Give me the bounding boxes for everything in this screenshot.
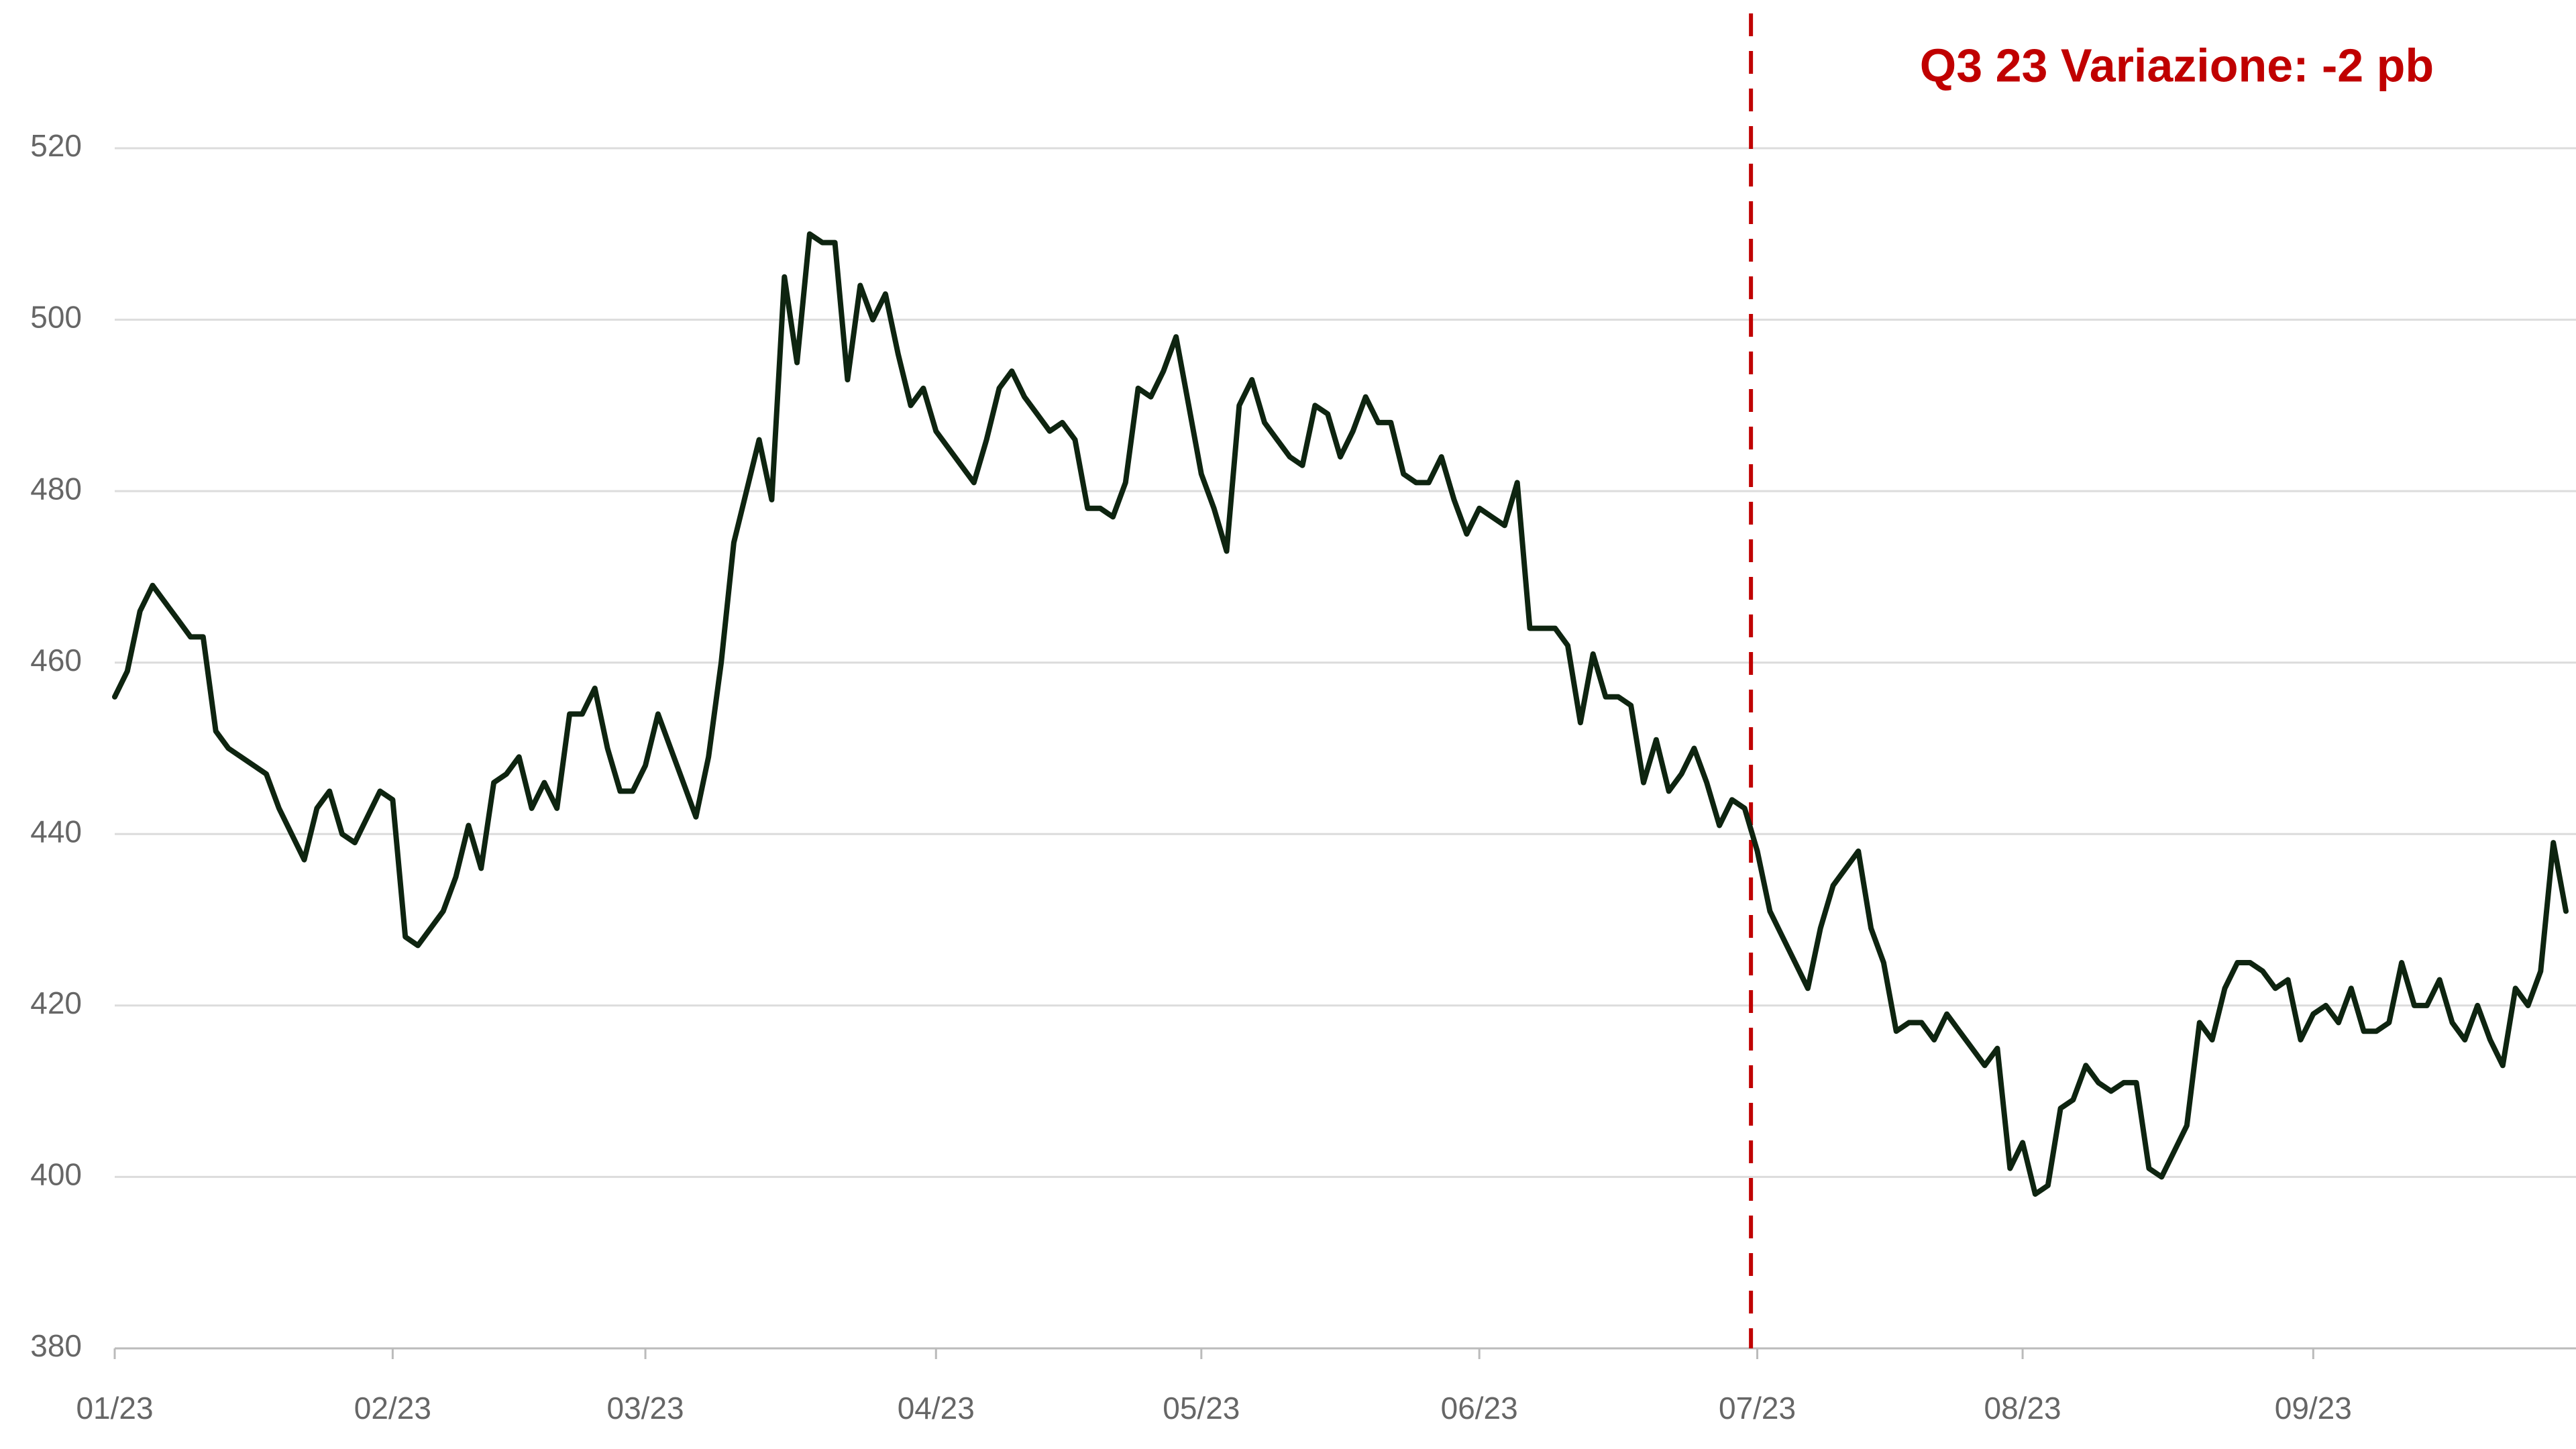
x-tick-label: 05/23 [1163, 1391, 1240, 1426]
x-tick-label: 09/23 [2275, 1391, 2352, 1426]
y-tick-label: 440 [30, 814, 82, 849]
x-tick-label: 02/23 [354, 1391, 431, 1426]
x-tick-label: 06/23 [1441, 1391, 1518, 1426]
y-tick-label: 380 [30, 1328, 82, 1363]
annotation: Q3 23 Variazione: -2 pb [1920, 39, 2434, 91]
x-tick-label: 07/23 [1719, 1391, 1796, 1426]
x-tick-label: 08/23 [1984, 1391, 2061, 1426]
y-tick-label: 480 [30, 471, 82, 506]
y-tick-label: 520 [30, 128, 82, 163]
y-tick-label: 420 [30, 985, 82, 1020]
x-tick-label: 03/23 [607, 1391, 684, 1426]
x-tick-label: 01/23 [76, 1391, 153, 1426]
y-tick-label: 500 [30, 300, 82, 335]
y-tick-label: 460 [30, 643, 82, 678]
x-tick-label: 04/23 [898, 1391, 975, 1426]
y-tick-label: 400 [30, 1157, 82, 1192]
line-series [112, 231, 2569, 1197]
